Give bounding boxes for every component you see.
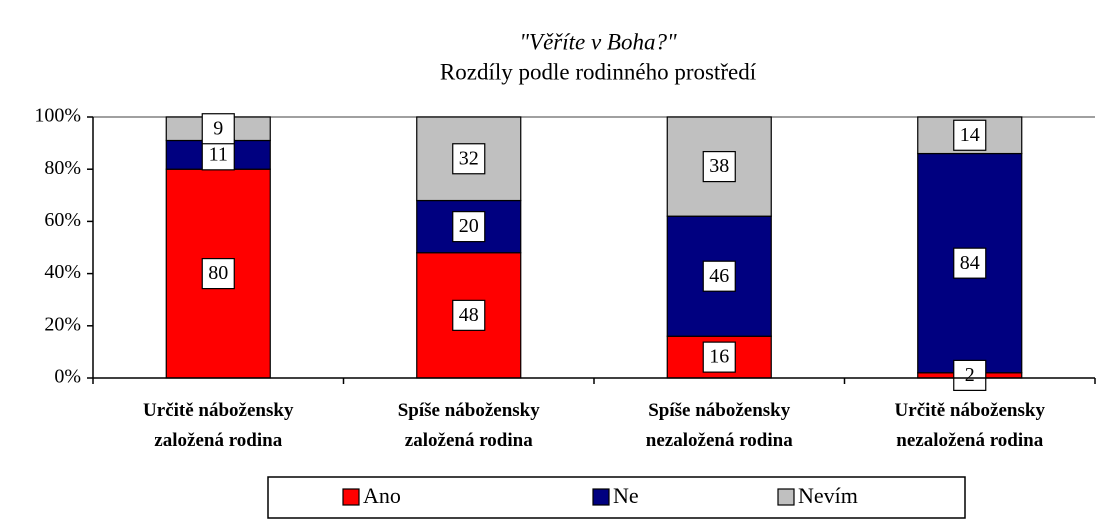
legend-swatch <box>777 488 795 506</box>
chart-subtitle: Rozdíly podle rodinného prostředí <box>440 59 757 84</box>
data-label: 9 <box>213 117 223 139</box>
y-tick-label: 20% <box>44 313 81 335</box>
label-box <box>452 299 486 331</box>
legend-label: Nevím <box>798 483 858 508</box>
legend-label: Ano <box>363 483 401 508</box>
label-box <box>452 143 486 175</box>
y-tick-label: 80% <box>44 157 81 179</box>
legend-box <box>267 476 966 519</box>
x-tick-label: Spíše nábožensky nezaložená rodina <box>645 400 793 451</box>
x-tick-label: Určitě nábožensky nezaložená rodina <box>894 400 1045 451</box>
label-box <box>953 119 987 151</box>
data-label: 11 <box>209 143 228 165</box>
data-label: 80 <box>208 262 228 284</box>
label-box <box>953 359 987 391</box>
y-tick-label: 0% <box>54 366 81 388</box>
label-box <box>953 247 987 279</box>
data-label: 2 <box>965 364 975 386</box>
label-box <box>702 341 736 373</box>
legend-swatch <box>592 488 610 506</box>
data-label: 48 <box>459 304 479 326</box>
data-label: 46 <box>709 265 729 287</box>
y-tick-label: 40% <box>44 261 81 283</box>
x-tick-label: Spíše nábožensky založená rodina <box>397 400 540 451</box>
chart-title: "Věříte v Boha?" <box>519 29 677 54</box>
bar-segment <box>416 116 522 202</box>
data-label: 38 <box>709 155 729 177</box>
label-box <box>702 260 736 292</box>
label-box <box>201 258 235 290</box>
y-tick-label: 100% <box>34 105 81 127</box>
data-label: 20 <box>459 215 479 237</box>
label-box <box>201 139 235 171</box>
label-box <box>201 113 235 145</box>
data-label: 16 <box>709 346 729 368</box>
x-tick-label: Určitě nábožensky založená rodina <box>143 400 294 451</box>
legend-swatch <box>342 488 360 506</box>
data-label: 84 <box>960 252 980 274</box>
y-tick-label: 60% <box>44 209 81 231</box>
data-label: 14 <box>960 124 980 146</box>
label-box <box>452 211 486 243</box>
legend-label: Ne <box>613 483 639 508</box>
label-box <box>702 150 736 183</box>
data-label: 32 <box>459 147 479 169</box>
